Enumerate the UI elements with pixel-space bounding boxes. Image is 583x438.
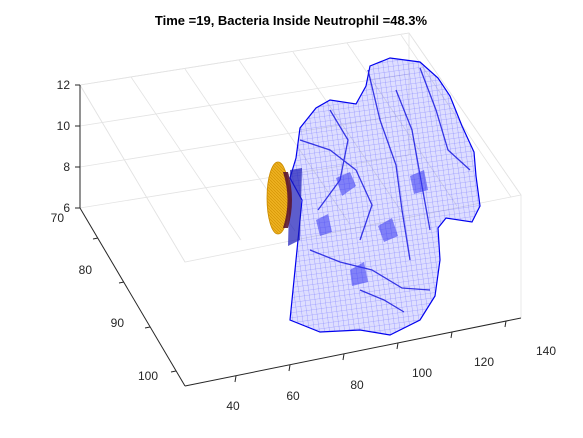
x-tick-label: 80 xyxy=(350,378,364,392)
z-tick-label: 10 xyxy=(57,119,71,133)
z-tick-labels: 12 10 8 6 xyxy=(57,78,71,215)
y-tick-label: 70 xyxy=(51,211,65,225)
x-tick-label: 40 xyxy=(226,399,240,413)
chart-title: Time =19, Bacteria Inside Neutrophil =48… xyxy=(155,13,428,28)
y-tick-labels: 70 80 90 100 xyxy=(51,211,159,383)
x-axis-line xyxy=(184,317,522,387)
z-tick-label: 12 xyxy=(57,78,71,92)
neutrophil-surface xyxy=(288,57,481,336)
z-tick-label: 8 xyxy=(63,160,70,174)
x-tick-label: 140 xyxy=(536,344,556,358)
x-tick-labels: 40 60 80 100 120 140 xyxy=(226,344,556,413)
y-tick-label: 80 xyxy=(79,263,93,277)
x-tick-label: 60 xyxy=(286,389,300,403)
x-tick-label: 120 xyxy=(474,355,494,369)
y-tick-label: 90 xyxy=(111,316,125,330)
x-tick-label: 100 xyxy=(412,366,432,380)
tick-marks xyxy=(75,84,507,383)
bacteria-surface xyxy=(266,161,292,235)
y-tick-label: 100 xyxy=(138,369,158,383)
z-tick-label: 6 xyxy=(63,201,70,215)
